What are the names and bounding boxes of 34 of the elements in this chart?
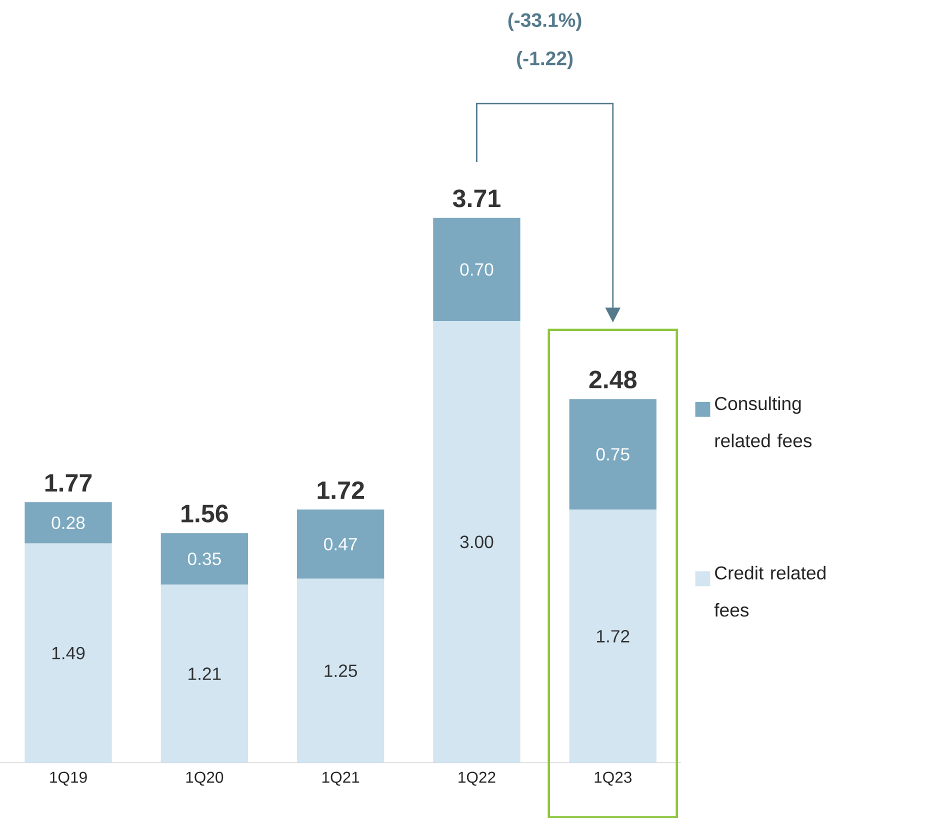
x-tick-label: 1Q20 [186,771,224,786]
data-label: 0.28 [52,516,85,529]
bar [24,543,112,763]
data-label: 1.72 [597,630,630,642]
text: (-1.22) [517,50,573,69]
total-label: 2.48 [589,370,637,388]
data-label: 1.21 [188,667,221,680]
bar [569,398,656,510]
total-label: 1.56 [182,504,228,522]
data-label: 1.25 [324,664,358,677]
bar [569,509,656,763]
x-tick-label: 1Q21 [322,771,360,786]
x-tick-label: 1Q19 [50,771,87,786]
x-tick-label: 1Q22 [458,771,496,786]
total-label: 3.71 [452,189,500,208]
bar [297,578,384,763]
data-label: 0.75 [596,448,630,460]
data-label: 1.49 [52,646,85,660]
text: Credit related fees [714,566,826,616]
text: (-33.1%) [508,12,582,31]
data-label: 3.00 [460,535,494,548]
bar [297,509,384,578]
bar [24,502,112,544]
total-label: 1.72 [318,481,364,499]
bar [433,218,520,321]
data-label: 0.70 [460,262,494,276]
bar [160,584,248,763]
legend-label: Consulting related fees [715,396,812,448]
x-tick-label: 1Q23 [594,771,632,786]
total-label: 1.77 [45,474,92,492]
bar [160,532,248,584]
bar [433,320,520,763]
data-label: 0.47 [324,538,357,550]
data-label: 0.35 [188,552,221,565]
